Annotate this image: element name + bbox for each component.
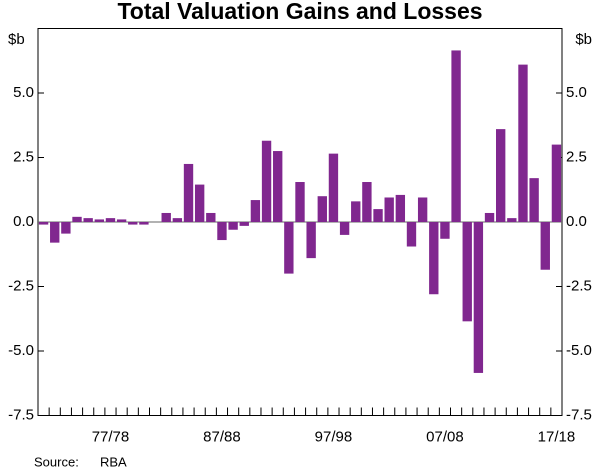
y-tick-label: 5.0 [13,84,34,101]
bar [228,222,238,230]
bar [395,194,406,222]
x-tick-label: 87/88 [203,428,241,445]
bar [429,222,439,295]
x-tick-label: 77/78 [92,428,130,445]
bar [495,129,506,222]
bar [172,218,183,222]
bar [451,50,461,223]
y2-tick-label: 5.0 [566,84,587,101]
bar [116,219,127,222]
bar [105,218,116,222]
chart-title: Total Valuation Gains and Losses [117,0,482,24]
bar [50,222,60,243]
bar [306,222,316,259]
y-tick-label: -2.5 [8,277,34,294]
bar [540,222,550,270]
bar [551,144,562,222]
y-tick-label: -7.5 [8,406,34,423]
bar [473,222,484,373]
bar [362,182,372,222]
bar [339,222,350,235]
y2-tick-label: 2.5 [566,148,587,165]
bar [440,222,450,239]
bar [217,222,227,241]
bar [373,209,383,222]
bar [317,196,327,222]
bar [351,201,361,222]
y2-tick-label: -7.5 [566,406,592,423]
source-label: Source: [34,454,79,469]
x-tick-label: 17/18 [538,428,576,445]
y-tick-label: 2.5 [13,148,34,165]
y2-tick-label: -5.0 [566,342,592,359]
bar [328,153,339,222]
bar [139,222,149,225]
bar [83,218,93,222]
bar [284,222,294,274]
bar [206,212,216,222]
bar [484,212,495,222]
bar [128,222,138,225]
source: RBA [100,454,127,469]
bar [507,218,517,222]
bar [529,178,539,222]
y-tick-label: -5.0 [8,342,34,359]
y2-tick-label: 0.0 [566,213,587,230]
bar [261,140,272,222]
bar [384,197,394,222]
bar [38,222,49,225]
y2-tick-label: -2.5 [566,277,592,294]
y-axis-unit: $b [8,31,25,48]
bar [462,222,472,322]
bar [518,64,528,223]
bar [194,184,205,222]
bar [161,212,171,222]
bar [250,200,261,222]
bar [417,197,428,222]
bar [295,182,305,222]
bar [406,222,417,247]
x-tick-label: 97/98 [315,428,353,445]
bar [72,216,82,222]
bar [273,151,283,222]
y-tick-label: 0.0 [13,213,34,230]
bar [239,222,249,226]
x-tick-label: 07/08 [426,428,464,445]
bar [183,163,194,222]
bar [61,222,71,234]
bar [94,219,105,222]
y2-axis-unit: $b [575,31,592,48]
